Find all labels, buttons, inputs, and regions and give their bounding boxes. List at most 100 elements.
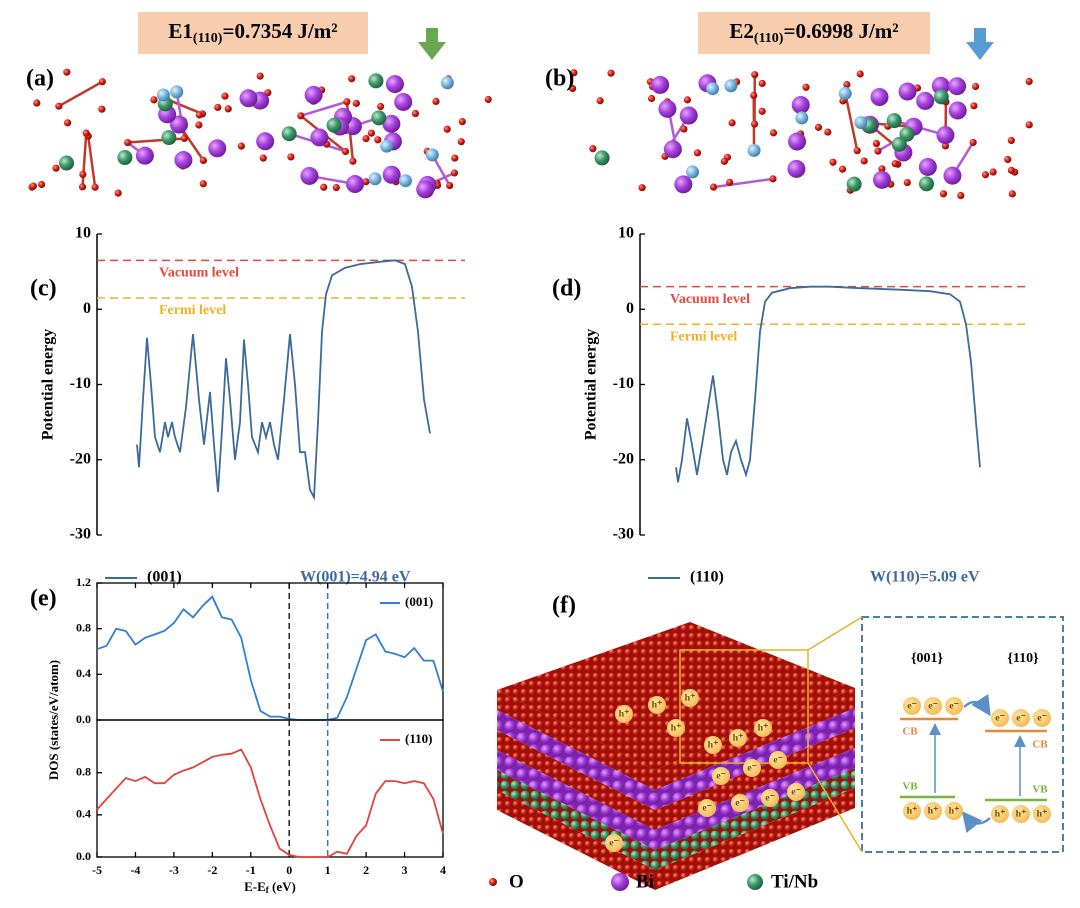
atom	[1007, 136, 1015, 145]
slab-layer	[655, 748, 855, 850]
carrier-label: e⁻	[747, 762, 757, 773]
atom	[1007, 166, 1015, 174]
atom	[726, 178, 734, 186]
atom	[589, 145, 597, 153]
atom	[854, 116, 868, 130]
atom	[658, 99, 677, 118]
atom	[787, 159, 806, 178]
atom	[376, 102, 385, 111]
surface-energy: E2(110)=0.6998 J/m²	[729, 19, 898, 46]
transfer-arrow	[961, 811, 991, 833]
atom	[98, 78, 106, 86]
legend-atom	[747, 874, 763, 890]
atom	[679, 106, 698, 125]
y-tick-label: -30	[70, 526, 91, 543]
atom	[382, 114, 401, 133]
legend-atom	[611, 873, 629, 891]
panel-label: (f)	[552, 593, 576, 619]
y-axis-label: Potential energy	[583, 329, 600, 441]
carrier	[924, 697, 942, 715]
facet-label: {001}	[911, 651, 944, 666]
carrier	[991, 805, 1009, 823]
atom	[458, 117, 466, 126]
atom	[326, 117, 342, 133]
y-axis-label: Potential energy	[40, 329, 57, 441]
energy-name: E2	[729, 19, 754, 43]
carrier-label: h⁺	[652, 699, 663, 710]
atom	[747, 143, 761, 157]
atom	[971, 82, 980, 91]
atom	[891, 160, 899, 168]
band-label: CB	[1032, 739, 1048, 751]
bond	[58, 80, 103, 108]
carrier	[712, 767, 730, 785]
atom	[117, 150, 133, 166]
carrier	[991, 709, 1009, 727]
atom	[750, 91, 758, 100]
atom	[948, 77, 967, 96]
atom	[596, 97, 604, 105]
atom	[898, 82, 917, 101]
atom	[957, 191, 965, 200]
atom	[346, 175, 365, 194]
atom	[933, 89, 949, 105]
atom	[843, 80, 851, 89]
atom	[341, 147, 350, 156]
carrier-label: h⁺	[949, 805, 960, 816]
atom	[720, 157, 728, 165]
slab-layer	[655, 688, 855, 790]
atom	[706, 82, 720, 96]
atom	[663, 140, 682, 159]
x-tick-label: -2	[207, 863, 217, 877]
decor	[28, 12, 1064, 890]
facet-label: {110}	[1007, 651, 1039, 666]
atom	[237, 142, 245, 150]
atom	[380, 139, 394, 153]
atom	[78, 183, 87, 191]
atom	[638, 184, 646, 192]
series-line	[96, 748, 444, 858]
y-tick-label: -30	[613, 526, 634, 543]
atom	[440, 76, 454, 90]
atom	[853, 147, 861, 155]
atom	[939, 190, 948, 198]
carrier	[945, 697, 963, 715]
atom	[443, 125, 451, 133]
panel-label: (e)	[30, 586, 57, 612]
carrier-label: e⁻	[949, 700, 959, 711]
zoom-line	[807, 762, 863, 853]
atom	[886, 113, 902, 129]
y-tick-label: 0.4	[76, 807, 91, 821]
atom	[647, 94, 656, 103]
panel-label: (c)	[30, 276, 57, 302]
y-tick-label: 0.0	[76, 849, 91, 863]
legend-label: (001)	[405, 594, 433, 609]
atom	[287, 153, 295, 161]
carrier-label: h⁺	[907, 805, 918, 816]
slab-layer	[497, 690, 655, 790]
x-tick-label: 2	[363, 863, 369, 877]
carrier	[903, 802, 921, 820]
x-tick-label: 4	[440, 863, 446, 877]
atom	[570, 69, 578, 77]
panel-label: (d)	[552, 276, 581, 302]
slab-layer	[497, 750, 655, 850]
atom	[174, 151, 193, 170]
atom	[685, 165, 699, 179]
atom	[180, 134, 188, 143]
atom	[791, 95, 810, 114]
carrier	[704, 736, 722, 754]
atom	[860, 157, 868, 165]
carrier-label: h⁺	[619, 708, 630, 719]
atom	[320, 183, 328, 191]
atom	[368, 73, 384, 89]
atom	[214, 103, 222, 112]
energy-box	[698, 12, 930, 54]
atom	[594, 150, 610, 166]
slab-top	[497, 622, 855, 770]
atom	[382, 165, 401, 184]
legend-label: (110)	[405, 731, 432, 746]
carrier-label: h⁺	[1016, 808, 1027, 819]
atom	[52, 164, 60, 172]
x-tick-label: -4	[130, 863, 140, 877]
